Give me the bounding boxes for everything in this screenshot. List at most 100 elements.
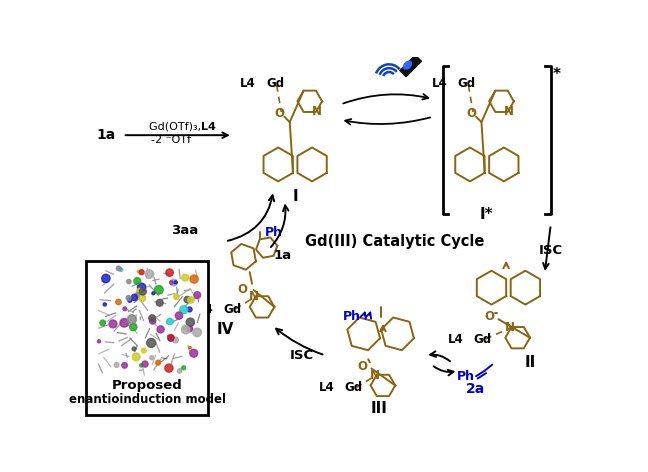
Text: II: II: [524, 354, 536, 370]
Circle shape: [146, 338, 156, 347]
Circle shape: [182, 274, 189, 281]
Circle shape: [145, 270, 154, 278]
Circle shape: [122, 362, 128, 368]
Text: ISC: ISC: [290, 349, 314, 362]
Circle shape: [137, 283, 146, 292]
Text: enantioinduction model: enantioinduction model: [69, 393, 226, 406]
Text: ISC: ISC: [538, 244, 563, 257]
Circle shape: [139, 364, 143, 367]
Circle shape: [128, 315, 136, 324]
Circle shape: [139, 288, 146, 295]
Text: Gd: Gd: [266, 77, 284, 90]
Text: N: N: [503, 105, 513, 118]
Circle shape: [166, 269, 173, 277]
Circle shape: [190, 275, 198, 283]
Circle shape: [168, 335, 170, 337]
Text: O: O: [275, 107, 284, 120]
Circle shape: [194, 292, 201, 298]
Circle shape: [128, 298, 132, 302]
Text: L4: L4: [432, 77, 448, 90]
Circle shape: [168, 335, 174, 341]
Text: N: N: [505, 321, 515, 334]
Text: L4: L4: [198, 303, 214, 316]
Circle shape: [178, 369, 182, 373]
Circle shape: [139, 295, 146, 302]
Circle shape: [149, 315, 156, 321]
Text: Gd: Gd: [457, 77, 476, 90]
Circle shape: [157, 326, 164, 333]
Circle shape: [181, 326, 190, 334]
Circle shape: [130, 323, 137, 331]
Circle shape: [187, 326, 192, 332]
Text: -2 ⁻OTf: -2 ⁻OTf: [151, 135, 191, 145]
Text: Gd: Gd: [224, 303, 242, 316]
Circle shape: [103, 303, 106, 306]
Circle shape: [170, 281, 173, 284]
Circle shape: [114, 362, 119, 367]
Text: O: O: [357, 360, 367, 373]
Circle shape: [190, 349, 198, 357]
Circle shape: [176, 312, 183, 319]
Circle shape: [184, 296, 191, 303]
Circle shape: [174, 281, 177, 284]
Circle shape: [137, 270, 139, 273]
Circle shape: [154, 286, 163, 294]
Text: O: O: [238, 284, 248, 296]
Text: O: O: [467, 107, 476, 120]
Text: L4: L4: [319, 381, 334, 394]
Text: Gd: Gd: [345, 381, 362, 394]
Circle shape: [132, 347, 136, 351]
Text: O: O: [484, 311, 494, 323]
Circle shape: [187, 307, 192, 312]
Ellipse shape: [404, 61, 411, 69]
Circle shape: [186, 318, 194, 326]
Circle shape: [137, 288, 142, 294]
Text: *: *: [552, 67, 561, 83]
Circle shape: [172, 337, 178, 343]
Circle shape: [150, 356, 154, 360]
Circle shape: [152, 292, 155, 295]
Circle shape: [127, 279, 131, 284]
Text: N: N: [312, 105, 321, 118]
Circle shape: [119, 268, 122, 271]
Text: 1a: 1a: [96, 128, 115, 142]
Circle shape: [179, 306, 188, 314]
Circle shape: [123, 307, 127, 311]
Circle shape: [134, 278, 141, 285]
Circle shape: [100, 320, 106, 326]
Text: 2a: 2a: [466, 382, 485, 396]
Text: Gd(OTf)₃,: Gd(OTf)₃,: [149, 122, 204, 132]
Circle shape: [169, 337, 174, 341]
Circle shape: [189, 346, 191, 349]
Text: Gd(III) Catalytic Cycle: Gd(III) Catalytic Cycle: [305, 234, 484, 249]
Circle shape: [116, 299, 121, 304]
Text: III: III: [371, 401, 388, 416]
Circle shape: [167, 318, 173, 325]
Circle shape: [102, 274, 110, 283]
Circle shape: [142, 361, 148, 367]
Text: N: N: [370, 369, 380, 382]
Text: Gd: Gd: [474, 333, 492, 346]
Circle shape: [109, 320, 117, 328]
Text: L4: L4: [201, 122, 216, 132]
Text: L4: L4: [240, 77, 256, 90]
Text: 1a: 1a: [273, 249, 292, 262]
Text: Ph: Ph: [264, 226, 283, 239]
Circle shape: [117, 266, 121, 271]
Text: IV: IV: [216, 322, 234, 337]
Text: Proposed: Proposed: [112, 379, 183, 392]
Circle shape: [193, 328, 202, 337]
Text: I: I: [292, 189, 298, 204]
Circle shape: [168, 335, 174, 340]
Circle shape: [150, 318, 156, 324]
Circle shape: [120, 319, 128, 327]
Circle shape: [170, 279, 177, 286]
Circle shape: [135, 293, 140, 298]
Text: Ph: Ph: [343, 311, 362, 323]
Text: Ph: Ph: [457, 370, 476, 383]
Circle shape: [126, 295, 131, 300]
Circle shape: [181, 366, 185, 370]
Circle shape: [141, 348, 146, 353]
Text: I*: I*: [480, 207, 494, 222]
Circle shape: [156, 360, 161, 365]
